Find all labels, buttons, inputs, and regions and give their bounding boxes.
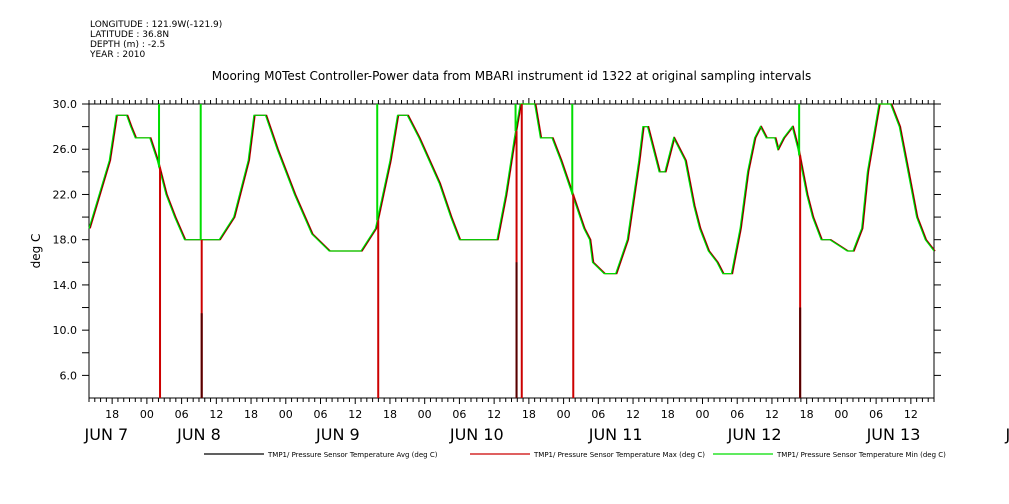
series-max-line bbox=[89, 103, 936, 275]
x-hour-label: 00 bbox=[695, 408, 709, 421]
x-hour-label: 06 bbox=[175, 408, 189, 421]
y-tick-label: 22.0 bbox=[53, 188, 78, 201]
x-hour-label: 12 bbox=[904, 408, 918, 421]
x-hour-label: 18 bbox=[800, 408, 814, 421]
series-min-line bbox=[88, 103, 935, 275]
depth-text: DEPTH (m) : -2.5 bbox=[90, 40, 166, 50]
x-day-label: JUN 13 bbox=[866, 425, 921, 444]
x-hour-label: 06 bbox=[452, 408, 466, 421]
series-avg-line bbox=[89, 103, 935, 274]
x-hour-label: 06 bbox=[730, 408, 744, 421]
y-tick-label: 30.0 bbox=[53, 98, 78, 111]
x-hour-label: 18 bbox=[383, 408, 397, 421]
x-hour-label: 18 bbox=[105, 408, 119, 421]
x-hour-label: 06 bbox=[869, 408, 883, 421]
latitude-text: LATITUDE : 36.8N bbox=[90, 30, 170, 40]
y-tick-label: 6.0 bbox=[60, 369, 78, 382]
x-hour-label: 06 bbox=[314, 408, 328, 421]
x-hour-label: 06 bbox=[591, 408, 605, 421]
longitude-text: LONGITUDE : 121.9W(-121.9) bbox=[90, 20, 223, 30]
series-group bbox=[88, 103, 936, 398]
x-day-label: JUN 8 bbox=[176, 425, 221, 444]
legend-label: TMP1/ Pressure Sensor Temperature Max (d… bbox=[533, 451, 705, 459]
x-hour-label: 00 bbox=[557, 408, 571, 421]
x-hour-label: 12 bbox=[209, 408, 223, 421]
x-day-label: JUN 9 bbox=[315, 425, 360, 444]
x-hour-label: 12 bbox=[348, 408, 362, 421]
x-day-label: JUN 11 bbox=[588, 425, 643, 444]
x-hour-label: 00 bbox=[140, 408, 154, 421]
plot-frame bbox=[88, 103, 935, 399]
x-hour-label: 12 bbox=[626, 408, 640, 421]
legend-label: TMP1/ Pressure Sensor Temperature Avg (d… bbox=[267, 451, 438, 459]
x-hour-label: 18 bbox=[661, 408, 675, 421]
x-day-label: JUN 7 bbox=[84, 425, 129, 444]
x-hour-label: 18 bbox=[522, 408, 536, 421]
x-hour-label: 00 bbox=[418, 408, 432, 421]
chart-title: Mooring M0Test Controller-Power data fro… bbox=[212, 69, 811, 83]
x-day-label: JUN 12 bbox=[727, 425, 782, 444]
x-hour-label: 00 bbox=[834, 408, 848, 421]
x-hour-label: 18 bbox=[244, 408, 258, 421]
y-tick-label: 10.0 bbox=[53, 324, 78, 337]
x-day-label: JUN 14 bbox=[1004, 425, 1009, 444]
x-hour-label: 00 bbox=[279, 408, 293, 421]
x-day-label: JUN 10 bbox=[449, 425, 504, 444]
y-tick-label: 26.0 bbox=[53, 143, 78, 156]
legend-label: TMP1/ Pressure Sensor Temperature Min (d… bbox=[776, 451, 946, 459]
location-metadata: LONGITUDE : 121.9W(-121.9) LATITUDE : 36… bbox=[90, 20, 222, 60]
y-tick-label: 18.0 bbox=[53, 234, 78, 247]
year-text: YEAR : 2010 bbox=[90, 50, 146, 60]
x-hour-label: 12 bbox=[765, 408, 779, 421]
y-axis-label: deg C bbox=[29, 234, 43, 269]
x-hour-label: 12 bbox=[487, 408, 501, 421]
y-tick-label: 14.0 bbox=[53, 279, 78, 292]
